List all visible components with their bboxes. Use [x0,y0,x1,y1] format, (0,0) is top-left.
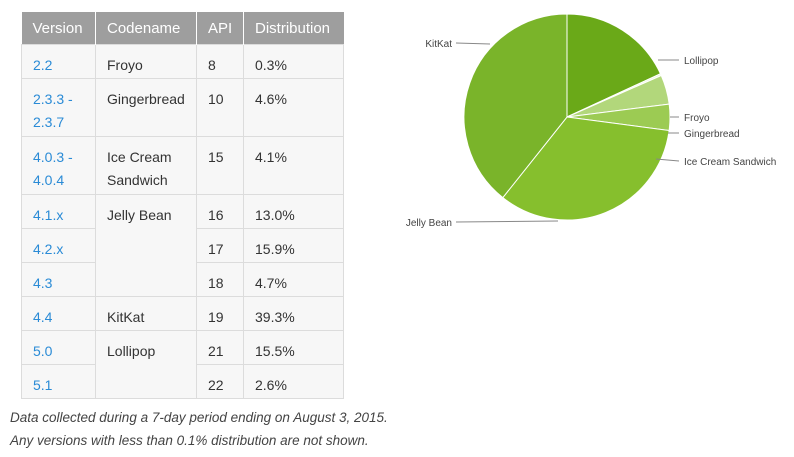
codename-cell: Gingerbread [95,78,197,137]
pie-slice-lollipop [566,13,662,118]
api-cell: 18 [196,262,244,297]
pie-label: Ice Cream Sandwich [684,157,776,168]
pie-label: Gingerbread [684,129,740,140]
distribution-cell: 2.6% [243,364,344,399]
table-row: 5.0 Lollipop 21 15.5% [21,330,344,399]
pie-callout-line [455,220,559,223]
codename-cell: Lollipop [95,330,197,399]
api-cell: 19 [196,296,244,331]
footnotes: Data collected during a 7-day period end… [10,406,388,452]
pie-labels: Lollipop Froyo Gingerbread Ice Cream Sandwi… [406,39,776,229]
table-row: 4.4 KitKat 19 39.3% [21,296,344,331]
version-link[interactable]: 5.0 [21,330,96,365]
distribution-cell: 39.3% [243,296,344,331]
pie-label: Jelly Bean [406,218,452,229]
pie-slices [463,13,671,221]
version-link[interactable]: 4.2.x [21,228,96,263]
table-row: 4.2.x 17 15.9% [21,228,344,263]
distribution-cell: 15.9% [243,228,344,263]
version-link[interactable]: 4.4 [21,296,96,331]
api-cell: 8 [196,44,244,79]
pie-slice-kitkat [463,13,568,199]
table-row: 4.1.x Jelly Bean 16 13.0% [21,194,344,297]
distribution-cell: 4.6% [243,78,344,137]
distribution-cell: 0.3% [243,44,344,79]
version-link[interactable]: 2.2 [21,44,96,79]
pie-label: KitKat [425,39,452,50]
table-row: 2.3.3 - 2.3.7 Gingerbread 10 4.6% [21,78,344,137]
distribution-pie-chart: Lollipop Froyo Gingerbread Ice Cream Sandwi… [406,13,776,229]
footnote-threshold: Any versions with less than 0.1% distrib… [10,433,369,448]
codename-cell: Ice Cream Sandwich [95,136,197,195]
api-cell: 22 [196,364,244,399]
version-link[interactable]: 5.1 [21,364,96,399]
api-cell: 10 [196,78,244,137]
footnote-date: Data collected during a 7-day period end… [10,410,388,425]
table-row: 4.3 18 4.7% [21,262,344,297]
pie-label: Froyo [684,113,710,124]
distribution-cell: 15.5% [243,330,344,365]
header-codename: Codename [95,12,197,45]
table-row: 5.1 22 2.6% [21,364,344,399]
codename-cell: Jelly Bean [95,194,197,297]
header-distribution: Distribution [243,12,344,45]
api-cell: 15 [196,136,244,195]
codename-cell: KitKat [95,296,197,331]
version-link[interactable]: 4.1.x [21,194,96,229]
distribution-table: Version Codename API Distribution 2.2 Fr… [21,12,344,399]
api-cell: 17 [196,228,244,263]
distribution-cell: 4.7% [243,262,344,297]
table-row: 4.0.3 - 4.0.4 Ice Cream Sandwich 15 4.1% [21,136,344,195]
pie-label: Lollipop [684,56,719,67]
pie-slice-jelly-bean [502,116,670,221]
version-link[interactable]: 4.3 [21,262,96,297]
version-link[interactable]: 4.0.3 - 4.0.4 [21,136,96,195]
distribution-cell: 4.1% [243,136,344,195]
pie-callout-line [455,42,491,45]
api-cell: 16 [196,194,244,229]
pie-callout-line [655,158,680,162]
api-cell: 21 [196,330,244,365]
table-row: 2.2 Froyo 8 0.3% [21,44,344,79]
header-version: Version [21,12,96,45]
version-link[interactable]: 2.3.3 - 2.3.7 [21,78,96,137]
codename-cell: Froyo [95,44,197,79]
distribution-cell: 13.0% [243,194,344,229]
table-header-row: Version Codename API Distribution [21,12,344,45]
header-api: API [196,12,244,45]
